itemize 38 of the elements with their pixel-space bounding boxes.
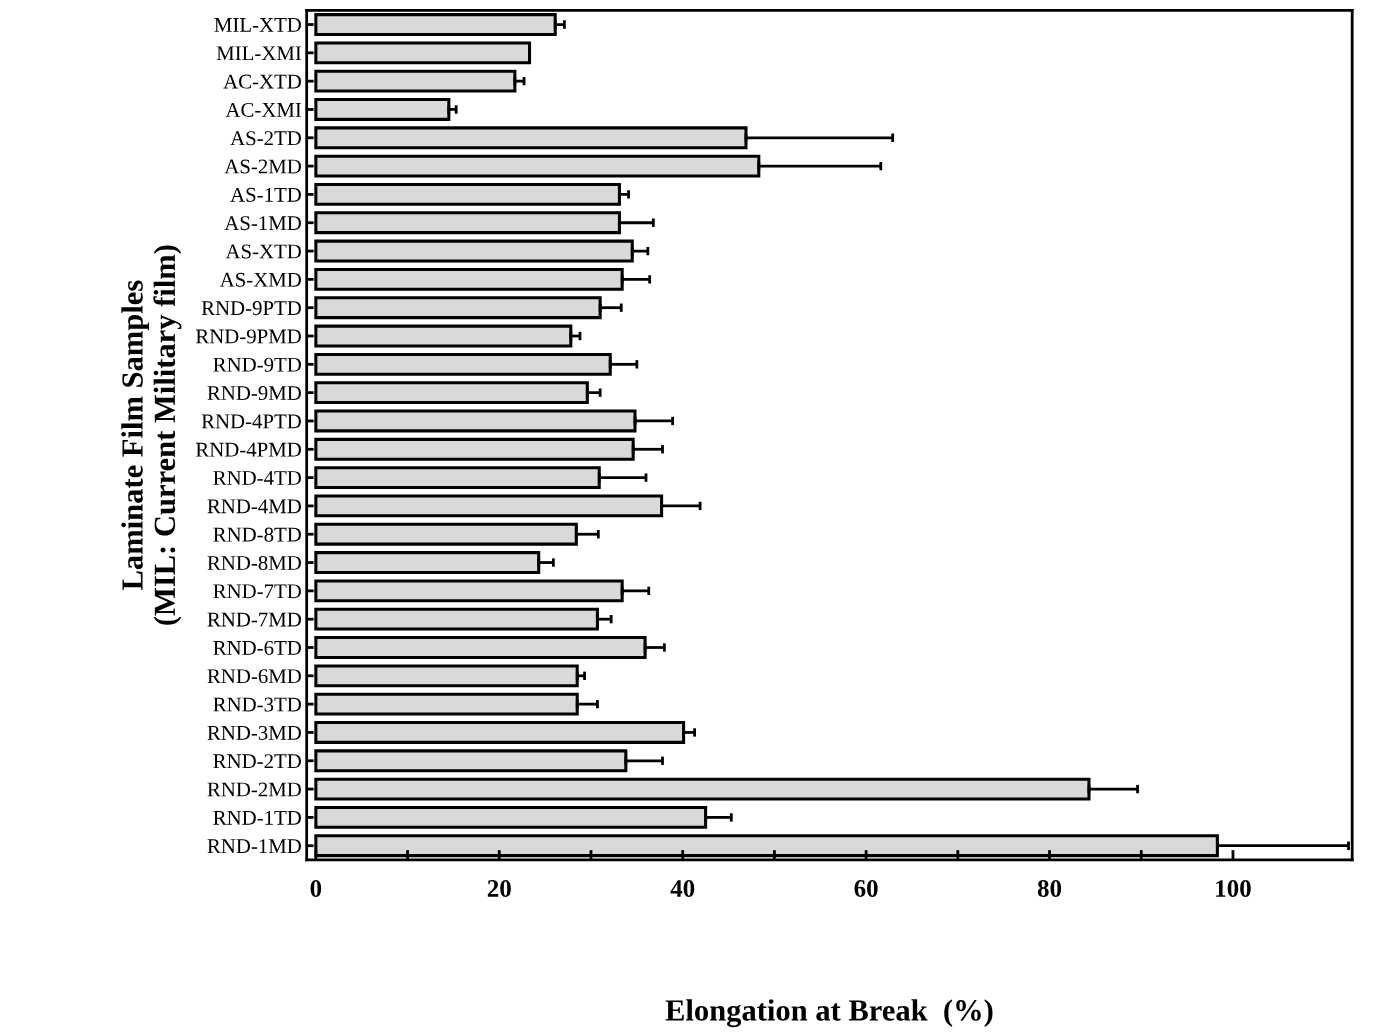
y-tick-label: AC-XTD xyxy=(223,74,301,89)
y-tick-label: RND-6MD xyxy=(207,669,301,684)
y-tick-label: RND-6TD xyxy=(213,640,301,655)
y-tick-label: RND-9TD xyxy=(213,357,301,372)
y-tick-label: RND-4MD xyxy=(207,499,301,514)
x-tick-label: 0 xyxy=(310,880,322,897)
y-tick-label: RND-1MD xyxy=(207,839,301,853)
y-tick-label: RND-7MD xyxy=(207,612,301,627)
y-tick-label: AC-XMI xyxy=(225,102,302,117)
y-tick-label: AS-XTD xyxy=(225,244,301,259)
y-tick-label: RND-9MD xyxy=(207,386,301,401)
y-tick-label: RND-1TD xyxy=(213,810,301,825)
y-tick-label: RND-9PTD xyxy=(201,301,301,316)
x-tick-label: 40 xyxy=(670,880,695,897)
x-tick-label: 60 xyxy=(854,880,878,897)
y-tick-label: AS-1TD xyxy=(230,187,301,202)
y-tick-label: RND-2TD xyxy=(213,754,301,769)
y-tick-label: MIL-XMI xyxy=(216,46,302,61)
y-tick-label: RND-4PTD xyxy=(201,414,301,429)
y-tick-label: RND-8TD xyxy=(213,527,301,542)
y-tick-label: RND-4TD xyxy=(213,471,301,485)
y-tick-label: AS-XMD xyxy=(219,272,301,287)
x-tick-label: 20 xyxy=(487,880,511,897)
y-tick-label: RND-3MD xyxy=(207,725,301,740)
x-tick-label: 80 xyxy=(1037,880,1062,897)
x-axis-title: Elongation at Break (%) xyxy=(665,999,993,1028)
y-axis-title: Laminate Film Samples (MIL: Current Military film) xyxy=(121,245,182,625)
y-tick-label: RND-8MD xyxy=(207,555,301,570)
y-tick-label: RND-4PMD xyxy=(195,442,301,457)
y-tick-label: RND-2MD xyxy=(207,782,301,797)
y-tick-label: MIL-XTD xyxy=(214,18,301,32)
y-tick-label: AS-2TD xyxy=(230,131,301,146)
x-tick-label: 100 xyxy=(1216,880,1251,897)
y-tick-label: RND-7TD xyxy=(213,584,301,599)
y-tick-label: RND-9PMD xyxy=(195,329,301,344)
y-tick-label: RND-3TD xyxy=(213,697,301,712)
y-tick-label: AS-1MD xyxy=(224,216,301,231)
y-tick-label: AS-2MD xyxy=(224,159,301,174)
